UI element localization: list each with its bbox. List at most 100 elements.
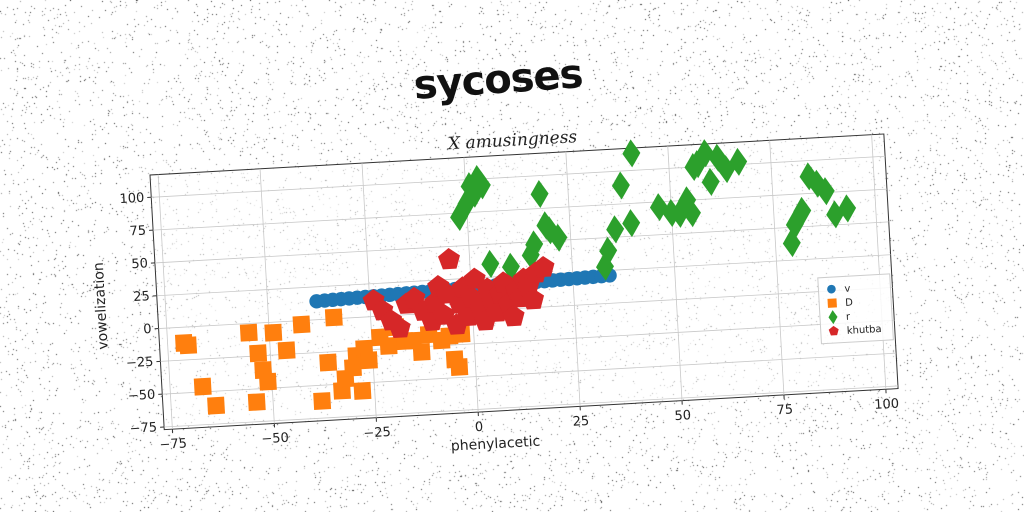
data-point-r: [530, 180, 549, 209]
data-point-r: [596, 252, 614, 281]
data-point-D: [324, 308, 343, 327]
y-grid-line: [154, 221, 889, 264]
x-tick-label: 100: [874, 397, 900, 413]
data-point-khutba: [388, 316, 411, 338]
data-point-D: [353, 381, 372, 400]
data-point-D: [239, 323, 258, 342]
grid: [151, 134, 898, 430]
data-point-r: [701, 167, 720, 196]
data-point-r: [611, 171, 630, 200]
y-grid-line: [153, 188, 887, 231]
x-grid-line: [769, 140, 785, 395]
data-point-r: [465, 179, 484, 208]
data-point-khutba: [438, 248, 460, 270]
data-marks: [174, 139, 857, 415]
data-point-r: [816, 177, 835, 206]
legend-marker-v: [827, 284, 836, 294]
data-point-D: [292, 315, 311, 334]
legend-label-r: r: [846, 312, 852, 323]
data-point-r: [450, 202, 469, 231]
data-point-r: [549, 223, 568, 252]
x-tick-label: 25: [572, 414, 589, 430]
x-tick-label: 0: [474, 420, 483, 435]
data-point-D: [249, 344, 268, 363]
data-point-r: [472, 171, 491, 200]
data-point-r: [729, 147, 748, 176]
data-point-khutba: [521, 288, 545, 310]
y-grid-line: [164, 385, 898, 428]
y-grid-line: [158, 287, 893, 329]
series-khutba: [362, 248, 555, 338]
data-point-r: [599, 236, 618, 265]
tick-labels: −75 −50 −25 0 25 50 75 100 −75 −50 −25 0 25 50 75 100: [119, 191, 900, 453]
data-point-khutba: [502, 305, 525, 327]
data-point-r: [682, 199, 701, 228]
data-point-D: [412, 343, 431, 361]
y-axis-label: vowelization: [91, 262, 112, 350]
data-point-D: [450, 358, 469, 376]
data-point-D: [264, 323, 283, 342]
y-tick-label: −50: [127, 388, 155, 405]
data-point-D: [179, 336, 198, 355]
data-point-r: [622, 139, 641, 168]
x-tick-label: 50: [674, 408, 691, 424]
legend-marker-r: [828, 310, 838, 325]
data-point-D: [247, 393, 266, 412]
x-tick-label: −25: [363, 425, 391, 442]
data-point-khutba: [532, 255, 555, 278]
x-grid-line: [871, 134, 887, 390]
x-grid-line: [361, 163, 377, 418]
data-point-r: [457, 189, 476, 218]
legend-label-v: v: [844, 284, 851, 295]
series-r: [450, 139, 857, 281]
data-point-D: [193, 377, 212, 396]
data-point-D: [319, 353, 338, 372]
x-grid-line: [157, 174, 173, 430]
data-point-r: [501, 252, 520, 281]
y-tick-label: 0: [143, 322, 152, 337]
data-point-r: [782, 229, 801, 258]
legend-marker-khutba: [828, 325, 839, 336]
data-point-D: [313, 392, 332, 410]
data-point-r: [606, 215, 625, 244]
y-tick-label: 50: [131, 256, 148, 272]
series-D: [174, 308, 471, 415]
data-point-r: [688, 150, 707, 179]
data-point-r: [622, 209, 641, 238]
data-point-D: [277, 341, 296, 360]
x-axis-label: phenylacetic: [450, 434, 540, 455]
chart-subtitle: X amusingness: [446, 127, 578, 154]
data-point-D: [379, 337, 398, 355]
data-point-r: [670, 199, 689, 228]
y-tick-label: 75: [129, 224, 146, 240]
data-point-r: [717, 155, 736, 184]
data-point-r: [826, 200, 845, 229]
data-point-r: [481, 249, 500, 278]
data-point-r: [525, 230, 544, 259]
data-point-r: [793, 196, 812, 225]
legend-label-khutba: khutba: [847, 324, 882, 337]
y-tick-label: −25: [126, 355, 154, 372]
y-tick-label: 100: [119, 191, 145, 207]
data-point-r: [838, 194, 857, 223]
legend-box: [817, 273, 894, 345]
data-point-r: [785, 210, 804, 239]
x-tick-label: −50: [261, 431, 289, 448]
legend-marker-D: [827, 298, 837, 308]
y-tick-label: −75: [129, 420, 157, 437]
y-grid-line: [151, 155, 886, 198]
data-point-r: [695, 139, 714, 168]
x-grid-line: [667, 146, 683, 401]
y-grid-line: [162, 352, 897, 395]
data-point-D: [359, 351, 378, 370]
data-point-D: [258, 372, 277, 391]
data-point-D: [207, 396, 226, 415]
x-tick-label: 75: [776, 402, 793, 418]
chart-title: sycoses: [412, 51, 584, 109]
y-tick-label: 25: [133, 289, 150, 305]
legend-label-D: D: [845, 297, 854, 308]
x-tick-label: −75: [159, 436, 187, 453]
